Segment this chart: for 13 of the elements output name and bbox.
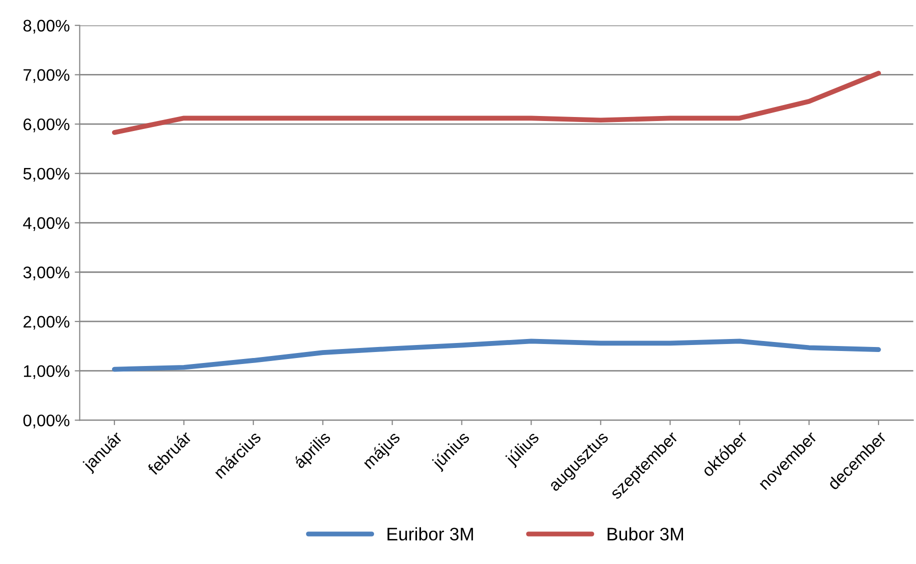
line-series xyxy=(112,70,881,135)
y-tick-label: 3,00% xyxy=(23,266,70,280)
y-tick-label: 5,00% xyxy=(23,168,70,182)
y-tick-label: 7,00% xyxy=(24,69,70,83)
y-tick-label: 8,00% xyxy=(23,20,70,34)
legend-label: Bubor 3M xyxy=(608,527,684,540)
y-tick-label: 4,00% xyxy=(23,217,70,231)
y-tick-label: 1,00% xyxy=(24,365,70,379)
y-tick-label: 2,00% xyxy=(24,316,70,330)
line-series xyxy=(112,338,881,372)
y-tick-label: 0,00% xyxy=(23,414,70,428)
legend-label: Euribor 3M xyxy=(388,527,473,540)
y-tick-label: 6,00% xyxy=(24,118,70,132)
